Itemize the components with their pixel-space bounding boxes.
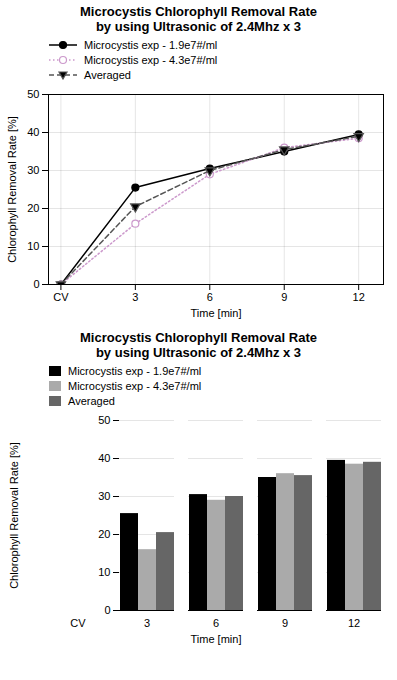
- svg-text:10: 10: [98, 566, 110, 578]
- html-text:Averaged: Averaged: [68, 395, 115, 407]
- svg-text:6: 6: [213, 617, 219, 629]
- svg-text:30: 30: [27, 164, 39, 176]
- svg-text:50: 50: [27, 88, 39, 100]
- svg-text:Time [min]: Time [min]: [191, 307, 242, 319]
- svg-text:50: 50: [98, 414, 110, 426]
- svg-text:12: 12: [348, 617, 360, 629]
- html-text:Microcystis exp - 4.3e7#/ml: Microcystis exp - 4.3e7#/ml: [84, 54, 218, 66]
- svg-text:40: 40: [27, 126, 39, 138]
- svg-text:0: 0: [104, 604, 110, 616]
- svg-text:Chlorophyll Removal Rate [%]: Chlorophyll Removal Rate [%]: [8, 442, 20, 589]
- html-text:Microcystis exp - 4.3e7#/ml: Microcystis exp - 4.3e7#/ml: [68, 380, 202, 392]
- svg-text:CV: CV: [70, 617, 86, 629]
- html-text:Microcystis exp - 1.9e7#/ml: Microcystis exp - 1.9e7#/ml: [84, 39, 218, 51]
- html-text:Microcystis exp - 1.9e7#/ml: Microcystis exp - 1.9e7#/ml: [68, 365, 202, 377]
- svg-text:3: 3: [132, 291, 138, 303]
- svg-text:20: 20: [98, 528, 110, 540]
- svg-text:12: 12: [353, 291, 365, 303]
- svg-text:30: 30: [98, 490, 110, 502]
- html-text:Microcystis Chlorophyll Remova: Microcystis Chlorophyll Removal Rate by …: [80, 4, 317, 34]
- svg-text:CV: CV: [53, 291, 69, 303]
- svg-text:40: 40: [98, 452, 110, 464]
- svg-text:0: 0: [33, 278, 39, 290]
- svg-text:Chlorophyll Removal Rate [%]: Chlorophyll Removal Rate [%]: [6, 116, 18, 263]
- svg-text:6: 6: [207, 291, 213, 303]
- svg-text:9: 9: [282, 617, 288, 629]
- svg-text:10: 10: [27, 240, 39, 252]
- svg-text:20: 20: [27, 202, 39, 214]
- svg-text:Time [min]: Time [min]: [191, 633, 242, 645]
- svg-text:9: 9: [281, 291, 287, 303]
- html-text:Microcystis Chlorophyll Remova: Microcystis Chlorophyll Removal Rate by …: [80, 330, 317, 360]
- svg-text:3: 3: [144, 617, 150, 629]
- html-text:Averaged: Averaged: [84, 69, 131, 81]
